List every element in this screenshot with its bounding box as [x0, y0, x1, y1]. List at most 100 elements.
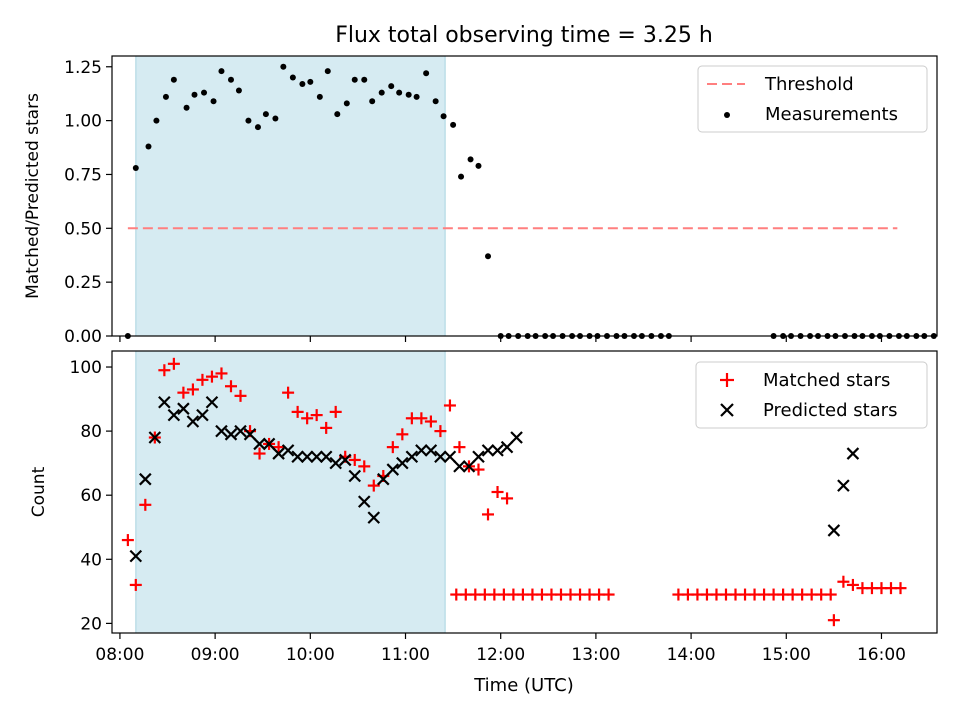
- top-y-axis: 0.00 0.25 0.50 0.75 1.00 1.25: [64, 58, 112, 347]
- measurement-point: [307, 78, 314, 85]
- measurement-point: [343, 100, 350, 107]
- top-legend: Threshold Measurements: [697, 65, 928, 133]
- matched-star-point: [253, 447, 266, 460]
- predicted-star-point: [129, 549, 143, 563]
- top-shaded-span: [135, 55, 446, 337]
- predicted-star-point: [338, 453, 352, 467]
- measurement-point: [475, 162, 482, 169]
- legend-matched-label: Matched stars: [763, 370, 890, 391]
- measurement-point: [191, 91, 198, 98]
- measurement-point: [361, 76, 368, 83]
- legend-measurements-marker: [724, 112, 730, 118]
- matched-star-point: [348, 453, 361, 466]
- top-y-tick-label: 0.25: [64, 273, 102, 293]
- legend-predicted-marker: [720, 403, 734, 417]
- predicted-star-point: [481, 444, 495, 457]
- predicted-star-point: [827, 524, 841, 537]
- top-y-axis-label: Matched/Predicted stars: [23, 93, 43, 299]
- measurement-point: [467, 156, 474, 163]
- legend-matched-marker: [720, 373, 734, 387]
- matched-star-point: [121, 534, 134, 547]
- matched-star-point: [434, 425, 447, 438]
- predicted-star-point: [377, 472, 390, 486]
- bottom-shaded-span: [135, 350, 446, 634]
- matched-star-point: [329, 405, 342, 418]
- matched-stars-series: [121, 357, 907, 627]
- x-tick-label: 13:00: [571, 645, 620, 665]
- predicted-star-point: [453, 460, 466, 473]
- top-plot-frame: [111, 55, 938, 337]
- predicted-star-point: [196, 408, 209, 422]
- bottom-plot-frame: [111, 350, 938, 634]
- matched-star-point: [386, 441, 399, 454]
- x-tick-label: 08:00: [95, 645, 144, 665]
- measurement-point: [316, 93, 323, 100]
- measurement-point: [378, 89, 385, 96]
- measurement-point: [132, 165, 139, 171]
- predicted-star-point: [462, 460, 476, 473]
- measurement-point: [450, 121, 457, 128]
- measurement-point: [485, 253, 492, 260]
- matched-star-point: [482, 508, 495, 521]
- predicted-star-point: [253, 437, 266, 451]
- measurement-point: [324, 68, 331, 75]
- x-tick-label: 16:00: [857, 645, 906, 665]
- matched-star-point: [205, 370, 218, 383]
- matched-star-point: [396, 428, 409, 441]
- legend-predicted-label: Predicted stars: [763, 400, 897, 421]
- measurement-point: [235, 87, 242, 94]
- predicted-star-point: [158, 395, 171, 409]
- predicted-star-point: [167, 408, 181, 422]
- matched-star-point: [472, 463, 485, 476]
- matched-star-point: [158, 364, 171, 377]
- matched-star-point: [443, 399, 456, 412]
- bottom-y-tick-label: 80: [80, 422, 102, 442]
- matched-star-point: [415, 412, 428, 425]
- matched-star-point: [827, 614, 840, 627]
- measurement-point: [153, 117, 160, 124]
- predicted-stars-series: [129, 395, 860, 563]
- legend-measurements-label: Measurements: [765, 104, 898, 125]
- matched-star-point: [894, 582, 907, 595]
- top-y-tick-label: 0.75: [64, 165, 102, 185]
- predicted-star-point: [367, 511, 381, 524]
- measurement-point: [388, 83, 395, 90]
- matched-star-point: [424, 415, 437, 428]
- predicted-star-point: [186, 415, 200, 428]
- predicted-star-point: [846, 447, 860, 460]
- predicted-star-point: [424, 444, 438, 457]
- matched-star-point: [367, 479, 380, 492]
- top-panel: 0.00 0.25 0.50 0.75 1.00 1.25 Matched/Predict…: [23, 55, 938, 347]
- predicted-star-point: [291, 450, 304, 464]
- bottom-y-axis-label: Count: [29, 466, 49, 517]
- predicted-star-point: [415, 444, 428, 457]
- measurement-point: [145, 143, 152, 150]
- measurement-point: [458, 173, 465, 180]
- bottom-y-tick-label: 60: [80, 486, 102, 506]
- measurement-point: [351, 76, 358, 83]
- measurement-point: [218, 68, 225, 75]
- matched-star-point: [301, 412, 314, 425]
- matched-star-point: [846, 578, 859, 591]
- measurement-point: [432, 98, 439, 105]
- matched-star-point: [129, 578, 142, 591]
- bottom-y-axis: 20 40 60 80 100: [70, 358, 112, 634]
- matched-star-point: [320, 421, 333, 434]
- predicted-star-point: [148, 431, 162, 444]
- predicted-star-point: [510, 431, 523, 444]
- matched-star-point: [272, 441, 285, 454]
- measurement-point: [289, 74, 296, 81]
- matched-star-point: [453, 441, 466, 454]
- measurement-point: [245, 117, 252, 124]
- predicted-star-point: [357, 495, 371, 508]
- measurement-point: [227, 76, 234, 83]
- x-tick-label: 09:00: [191, 645, 240, 665]
- predicted-star-point: [243, 428, 257, 441]
- x-tick-label: 15:00: [762, 645, 811, 665]
- x-tick-label: 12:00: [476, 645, 525, 665]
- predicted-star-point: [205, 395, 219, 409]
- predicted-star-point: [272, 447, 285, 460]
- matched-star-point: [234, 389, 247, 402]
- measurement-point: [272, 115, 279, 122]
- matched-star-point: [491, 486, 504, 498]
